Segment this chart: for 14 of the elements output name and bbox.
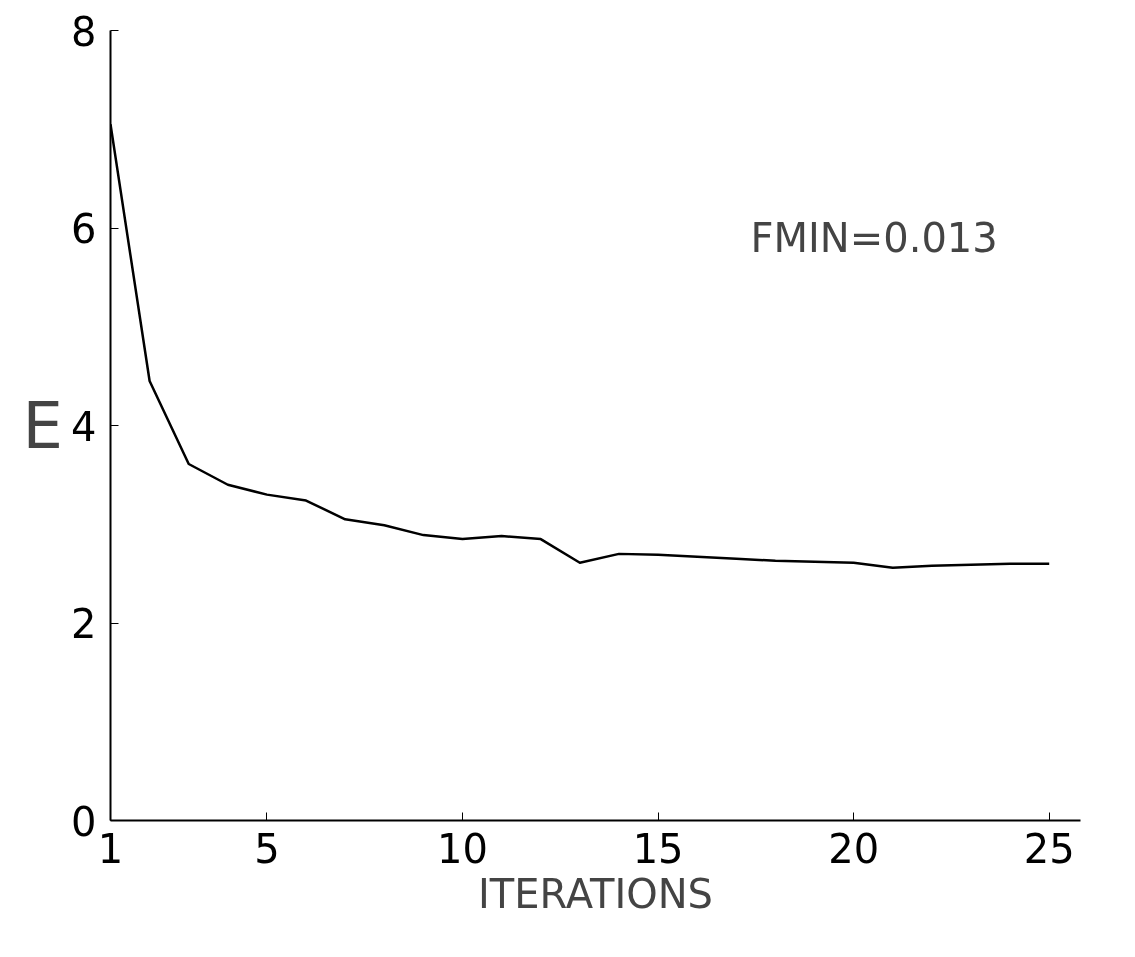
x-tick-label: 1 <box>97 825 124 872</box>
y-tick-label: 0 <box>71 798 97 845</box>
annotation: FMIN=0.013 <box>750 214 998 261</box>
y-axis-title: E <box>22 388 64 463</box>
x-tick-label: 15 <box>632 825 684 872</box>
y-tick-label: 8 <box>71 8 97 55</box>
x-tick-label: 10 <box>437 825 488 872</box>
x-tick-label: 5 <box>254 825 280 872</box>
y-tick-label: 4 <box>71 403 97 450</box>
y-tick-label: 2 <box>71 601 97 647</box>
x-axis-title: ITERATIONS <box>478 870 713 917</box>
x-tick-label: 25 <box>1023 825 1075 872</box>
x-tick-label: 20 <box>828 825 880 872</box>
y-tick-label: 6 <box>71 206 97 252</box>
